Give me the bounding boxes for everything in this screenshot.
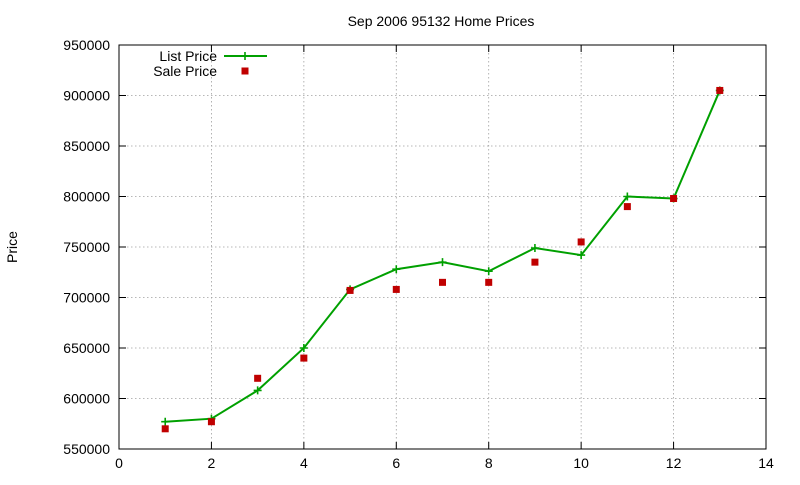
y-tick-label-800000: 800000 xyxy=(63,189,110,205)
x-tick-label-4: 4 xyxy=(300,455,308,471)
list-price-line xyxy=(165,90,721,423)
sale-price-point xyxy=(254,374,262,382)
legend: List Price Sale Price xyxy=(153,48,267,79)
y-tick-label-650000: 650000 xyxy=(63,340,110,356)
sale-price-point xyxy=(392,285,400,293)
list-price-point xyxy=(577,251,586,260)
sale-price-point xyxy=(161,425,169,433)
y-tick-label-550000: 550000 xyxy=(63,441,110,457)
y-tick-label-950000: 950000 xyxy=(63,37,110,53)
list-price-point xyxy=(299,344,308,352)
list-price-point xyxy=(530,244,539,253)
sale-price-point xyxy=(346,286,354,294)
grid xyxy=(119,45,766,449)
x-tick-label-10: 10 xyxy=(573,455,589,471)
list-price-point xyxy=(392,265,401,274)
x-tick-label-0: 0 xyxy=(115,455,123,471)
sale-price-point xyxy=(207,418,215,426)
list-price-point xyxy=(161,417,170,426)
y-tick-label-600000: 600000 xyxy=(63,391,110,407)
sale-price-point xyxy=(716,86,724,94)
x-tick-label-6: 6 xyxy=(392,455,400,471)
legend-label-list-price: List Price xyxy=(159,48,217,64)
sale-price-point xyxy=(623,203,631,211)
y-axis-label: Price xyxy=(4,231,20,263)
x-tick-label-8: 8 xyxy=(485,455,493,471)
sale-price-point xyxy=(485,278,493,286)
legend-marker-sale-price xyxy=(241,67,249,75)
sale-price-point xyxy=(577,238,585,246)
list-price-point xyxy=(438,258,447,267)
list-price-point xyxy=(484,267,493,276)
x-tick-label-12: 12 xyxy=(666,455,682,471)
y-tick-label-700000: 700000 xyxy=(63,290,110,306)
sale-price-point xyxy=(300,354,308,362)
chart-title: Sep 2006 95132 Home Prices xyxy=(348,13,535,29)
y-tick-label-900000: 900000 xyxy=(63,88,110,104)
x-tick-label-2: 2 xyxy=(208,455,216,471)
legend-marker-list-price xyxy=(241,52,249,60)
sale-price-point xyxy=(439,278,446,286)
x-tick-label-14: 14 xyxy=(758,455,774,471)
axes: 0 2 4 6 8 10 12 14 550000 600000 650000 700000 75000… xyxy=(63,37,774,471)
series-layer xyxy=(161,86,724,433)
legend-label-sale-price: Sale Price xyxy=(153,63,217,79)
list-price-point xyxy=(623,192,632,201)
y-tick-label-850000: 850000 xyxy=(63,138,110,154)
sale-price-point xyxy=(531,258,539,266)
list-price-point xyxy=(253,386,262,395)
y-tick-label-750000: 750000 xyxy=(63,239,110,255)
sale-price-point xyxy=(670,195,678,203)
